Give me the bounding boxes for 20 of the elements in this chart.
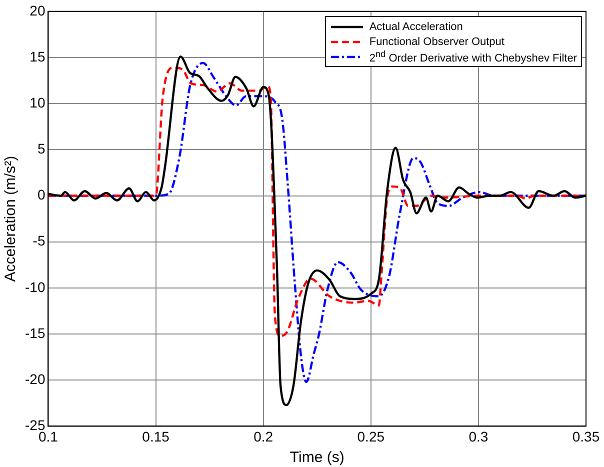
y-tick-label: 20 <box>30 2 46 18</box>
legend-label: Functional Observer Output <box>369 36 504 48</box>
y-tick-label: -20 <box>25 370 46 387</box>
y-tick-label: 0 <box>37 186 46 203</box>
y-tick-label: 10 <box>30 94 46 110</box>
legend-label: Actual Acceleration <box>369 20 463 32</box>
x-tick-label: 0.25 <box>357 428 385 444</box>
legend-label: 2$^{nd}$ Order Derivative with Chebyshev Filter <box>369 48 577 64</box>
x-tick-label: 0.3 <box>468 428 488 444</box>
line-series <box>48 66 586 337</box>
x-tick-label: 0.15 <box>142 428 170 444</box>
y-tick-label: -5 <box>32 232 46 249</box>
y-tick-label: -10 <box>25 278 46 295</box>
x-axis-title: Time (s) <box>290 449 344 466</box>
y-tick-label: 15 <box>30 48 46 64</box>
x-tick-label: 0.2 <box>254 428 274 444</box>
y-tick-label: 5 <box>37 140 46 157</box>
x-tick-label: 0.35 <box>572 428 600 444</box>
y-tick-label: -15 <box>25 324 46 341</box>
y-axis-title: Acceleration (m/s²) <box>2 156 20 282</box>
